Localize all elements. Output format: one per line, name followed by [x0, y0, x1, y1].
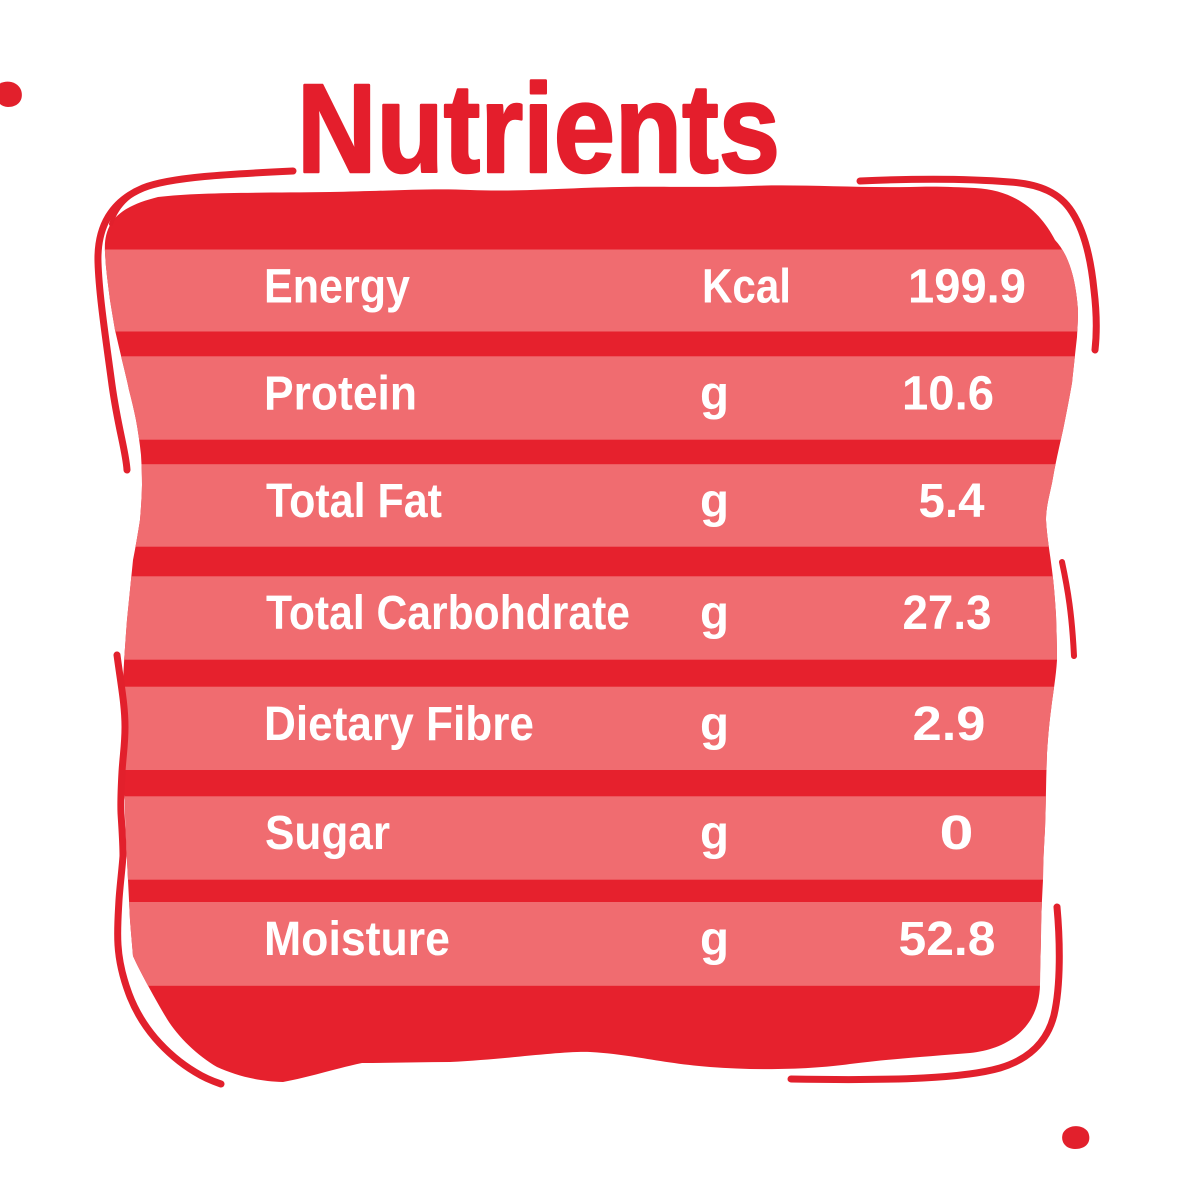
svg-text:27.3: 27.3 [903, 587, 992, 640]
svg-text:5.4: 5.4 [919, 475, 985, 528]
svg-text:g: g [700, 368, 729, 421]
svg-text:0: 0 [940, 807, 974, 860]
svg-text:Protein: Protein [264, 368, 417, 421]
svg-text:g: g [700, 807, 729, 860]
svg-text:2.9: 2.9 [913, 698, 986, 751]
svg-text:199.9: 199.9 [908, 261, 1026, 314]
svg-text:Nutrients: Nutrients [297, 58, 780, 199]
svg-text:Total Fat: Total Fat [266, 475, 442, 528]
svg-text:Moisture: Moisture [264, 913, 450, 966]
svg-text:10.6: 10.6 [902, 368, 994, 421]
svg-text:Total Carbohdrate: Total Carbohdrate [266, 587, 630, 640]
svg-text:Kcal: Kcal [702, 261, 791, 314]
svg-text:g: g [700, 913, 729, 966]
svg-text:g: g [700, 475, 729, 528]
svg-text:Energy: Energy [264, 261, 410, 314]
svg-text:52.8: 52.8 [899, 913, 996, 966]
svg-text:g: g [700, 698, 729, 751]
svg-text:g: g [700, 587, 729, 640]
svg-text:Sugar: Sugar [265, 807, 390, 860]
svg-text:Dietary Fibre: Dietary Fibre [264, 698, 534, 751]
